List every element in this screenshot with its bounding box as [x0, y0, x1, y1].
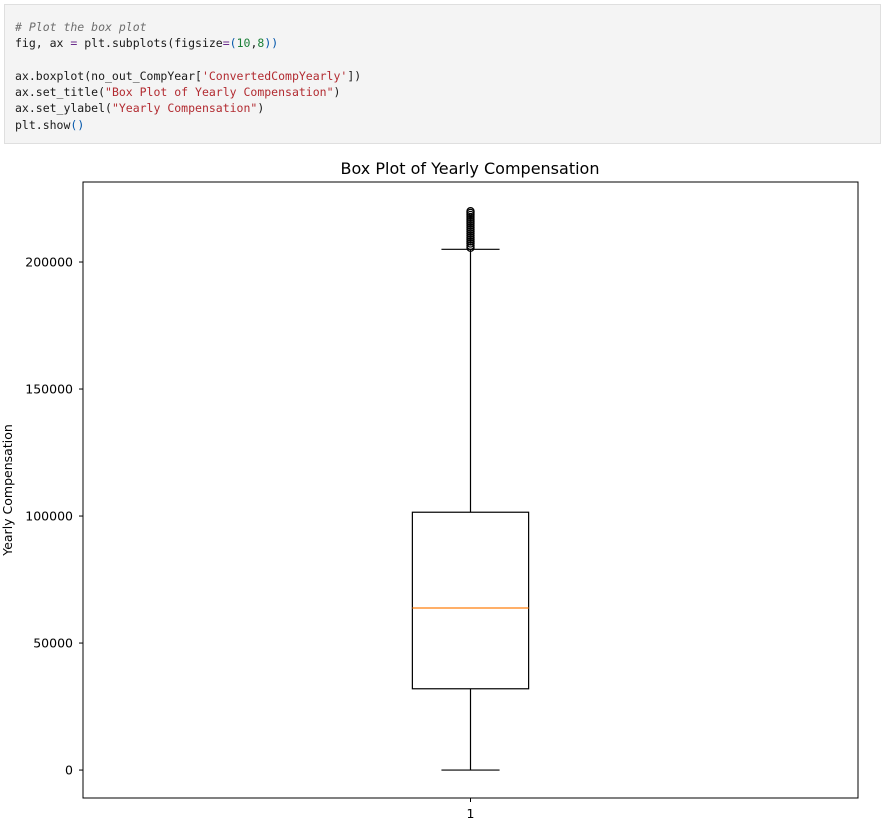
code-line: ax.set_title("Box Plot of Yearly Compens… — [15, 84, 870, 100]
x-tick-label: 1 — [467, 806, 475, 821]
code-token: ax.set_title( — [15, 85, 106, 100]
code-token: plt.subplots(figsize — [77, 36, 223, 51]
code-token: = — [222, 36, 230, 51]
y-tick-label: 0 — [65, 763, 73, 778]
code-token: ax.set_ylabel( — [15, 101, 112, 116]
box-plot-chart: Box Plot of Yearly Compensation Yearly C… — [0, 159, 859, 821]
y-axis-label: Yearly Compensation — [0, 424, 15, 557]
code-token: 'ConvertedCompYearly' — [201, 68, 348, 83]
code-token: "Box Plot of Yearly Compensation" — [105, 85, 334, 100]
code-token: plt.show — [15, 117, 71, 132]
code-token: ) — [333, 85, 341, 100]
code-token: 8 — [257, 36, 265, 51]
code-line: # Plot the box plot — [15, 19, 870, 35]
code-token: ) — [257, 101, 265, 116]
code-token: fig, ax — [15, 36, 71, 51]
code-token: () — [70, 117, 85, 132]
code-line: ax.set_ylabel("Yearly Compensation") — [15, 100, 870, 116]
code-cell[interactable]: # Plot the box plot fig, ax = plt.subplot… — [4, 4, 881, 144]
code-token: 10 — [236, 36, 251, 51]
code-token: ( — [229, 36, 237, 51]
y-tick-label: 150000 — [25, 382, 73, 397]
code-line — [15, 52, 870, 68]
code-token: ax.boxplot(no_out_CompYear[ — [15, 68, 202, 83]
y-tick-label: 100000 — [25, 509, 73, 524]
code-line: fig, ax = plt.subplots(figsize=(10,8)) — [15, 35, 870, 51]
code-token: , — [250, 36, 258, 51]
code-line: ax.boxplot(no_out_CompYear['ConvertedCom… — [15, 68, 870, 84]
code-token: = — [70, 36, 78, 51]
code-token: ]) — [347, 68, 362, 83]
code-editor[interactable]: # Plot the box plot fig, ax = plt.subplot… — [15, 19, 870, 133]
y-tick-label: 200000 — [25, 255, 73, 270]
y-tick-label: 50000 — [33, 636, 73, 651]
iqr-box — [411, 511, 530, 690]
code-line: plt.show() — [15, 117, 870, 133]
chart-title: Box Plot of Yearly Compensation — [341, 159, 600, 178]
outlier-point — [466, 207, 475, 216]
code-token: # Plot the box plot — [15, 20, 147, 34]
outlier-point — [466, 241, 475, 250]
code-token: )) — [264, 36, 279, 51]
code-token: "Yearly Compensation" — [111, 101, 258, 116]
